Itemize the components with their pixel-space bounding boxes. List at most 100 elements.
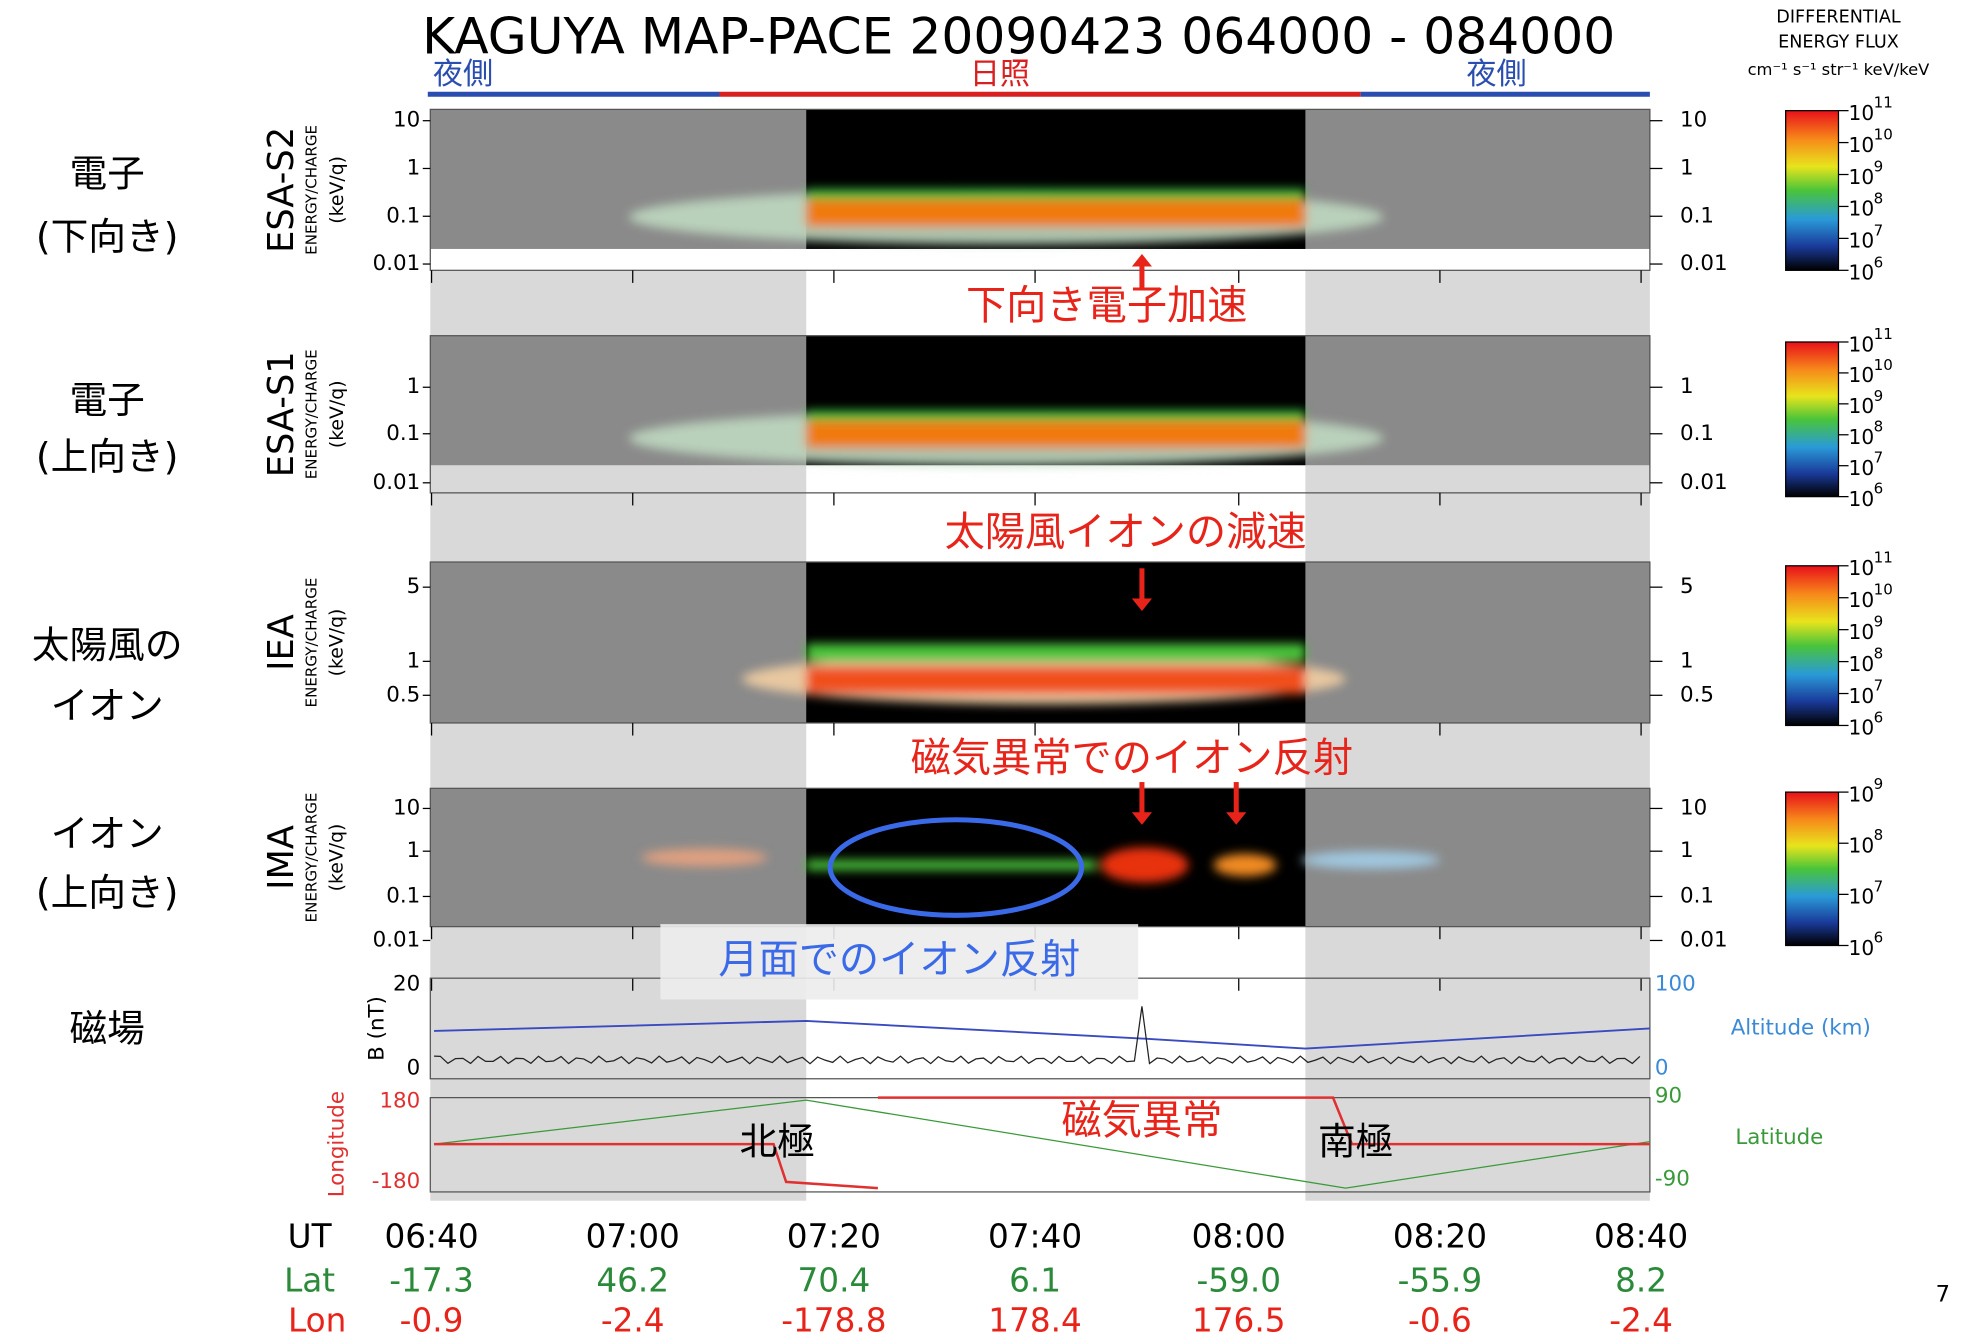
colorbar-label: 10 [1849, 716, 1875, 740]
lat-label: -59.0 [1196, 1261, 1281, 1299]
colorbar-exponent: 9 [1874, 387, 1884, 405]
lon-label: -0.6 [1408, 1302, 1472, 1334]
y-tick-label: 1 [407, 648, 421, 673]
y-axis-label: Longitude [324, 1091, 349, 1197]
time-label: 07:40 [988, 1217, 1082, 1255]
axis-label: (keV/q) [327, 156, 348, 224]
colorbar-exponent: 7 [1874, 877, 1884, 895]
colorbar-label: 10 [1849, 684, 1875, 708]
y2-tick-label: -90 [1655, 1166, 1690, 1191]
colorbar-label: 10 [1849, 133, 1875, 157]
axis-label: ENERGY/CHARGE [303, 349, 321, 479]
axis-label: (keV/q) [327, 380, 348, 448]
lat-label: 46.2 [596, 1261, 669, 1299]
lon-label: -178.8 [781, 1302, 886, 1334]
colorbar [1786, 342, 1839, 497]
y-tick-label: 10 [1680, 108, 1707, 133]
region-label: 夜側 [433, 57, 493, 92]
flux-band [806, 644, 1305, 662]
instrument-label: ESA-S2 [261, 127, 302, 253]
panel-label: イオン [51, 812, 164, 856]
colorbar-exponent: 6 [1874, 253, 1884, 271]
instrument-label: IMA [261, 825, 302, 890]
axis-label: (keV/q) [327, 609, 348, 677]
colorbar-exponent: 9 [1874, 613, 1884, 631]
y-tick-label: 0.01 [1680, 927, 1728, 952]
colorbar-exponent: 11 [1874, 549, 1893, 567]
y-tick-label: 180 [379, 1088, 420, 1113]
colorbar-label: 10 [1849, 101, 1875, 125]
colorbar-exponent: 7 [1874, 221, 1884, 239]
colorbar-label: 10 [1849, 936, 1875, 960]
y-tick-label: 0.1 [1680, 421, 1714, 446]
time-label: 06:40 [384, 1217, 478, 1255]
axis-label: (keV/q) [327, 824, 348, 892]
y-tick-label: 1 [407, 155, 421, 180]
lon-label: 176.5 [1192, 1302, 1286, 1334]
lon-label: -0.9 [400, 1302, 464, 1334]
colorbar-exponent: 10 [1874, 581, 1893, 599]
colorbar-exponent: 11 [1874, 94, 1893, 112]
colorbar-exponent: 8 [1874, 645, 1884, 663]
panel-label: 電子 [69, 378, 144, 422]
y2-tick-label: 0 [1655, 1056, 1669, 1081]
y2-axis-label: Altitude (km) [1731, 1015, 1871, 1040]
y-tick-label: -180 [372, 1169, 420, 1194]
arrow-head [1132, 254, 1152, 267]
panel-label: (上向き) [36, 871, 179, 915]
flux-band [806, 411, 1305, 421]
colorbar-header: DIFFERENTIAL [1776, 8, 1901, 28]
axis-row-label: UT [288, 1217, 333, 1255]
colorbar-label: 10 [1849, 487, 1875, 511]
y-tick-label: 0.01 [1680, 470, 1728, 495]
y-tick-label: 0.5 [386, 682, 420, 707]
lat-label: 6.1 [1009, 1261, 1061, 1299]
colorbar-label: 10 [1849, 885, 1875, 909]
flux-halo [1302, 851, 1440, 869]
axis-row-label: Lat [284, 1261, 335, 1299]
colorbar-exponent: 9 [1874, 775, 1884, 793]
spectrogram-data [629, 411, 1383, 466]
flux-spot [1214, 854, 1277, 877]
lat-label: 8.2 [1615, 1261, 1667, 1299]
colorbar-label: 10 [1849, 363, 1875, 387]
colorbar-exponent: 10 [1874, 126, 1893, 144]
y-tick-label: 5 [407, 574, 421, 599]
y-tick-label: 10 [1680, 795, 1707, 820]
y-tick-label: 0.1 [386, 203, 420, 228]
y-tick-label: 0.1 [386, 883, 420, 908]
spectrogram-data [742, 644, 1346, 704]
flux-band [806, 666, 1305, 694]
instrument-label: IEA [261, 614, 302, 671]
colorbar-exponent: 9 [1874, 157, 1884, 175]
y-tick-label: 1 [1680, 648, 1694, 673]
colorbar-label: 10 [1849, 332, 1875, 356]
annotation: 南極 [1318, 1120, 1393, 1164]
panel-label: イオン [51, 683, 164, 727]
region-label: 日照 [970, 57, 1030, 92]
time-label: 08:00 [1192, 1217, 1286, 1255]
flux-halo [642, 849, 768, 867]
y-tick-label: 1 [407, 838, 421, 863]
y-tick-label: 0.01 [373, 251, 421, 276]
colorbar-exponent: 8 [1874, 189, 1884, 207]
y-axis-label: B (nT) [364, 996, 389, 1061]
panel-label: (上向き) [36, 434, 179, 478]
flux-band [806, 189, 1305, 199]
slide: KAGUYA MAP-PACE 20090423 064000 - 084000… [0, 0, 1962, 1334]
flux-band [806, 860, 1095, 870]
y-tick-label: 1 [1680, 374, 1694, 399]
colorbar-label: 10 [1849, 394, 1875, 418]
y2-axis-label: Latitude [1735, 1125, 1823, 1150]
axis-label: ENERGY/CHARGE [303, 125, 321, 255]
time-label: 07:00 [586, 1217, 680, 1255]
y-tick-label: 1 [407, 374, 421, 399]
region-label: 夜側 [1466, 57, 1526, 92]
flux-band [806, 199, 1305, 227]
colorbar-exponent: 10 [1874, 356, 1893, 374]
colorbar-label: 10 [1849, 620, 1875, 644]
y2-tick-label: 100 [1655, 971, 1696, 996]
time-label: 08:40 [1594, 1217, 1688, 1255]
y-tick-label: 0 [407, 1056, 421, 1081]
y-tick-label: 0.01 [1680, 251, 1728, 276]
